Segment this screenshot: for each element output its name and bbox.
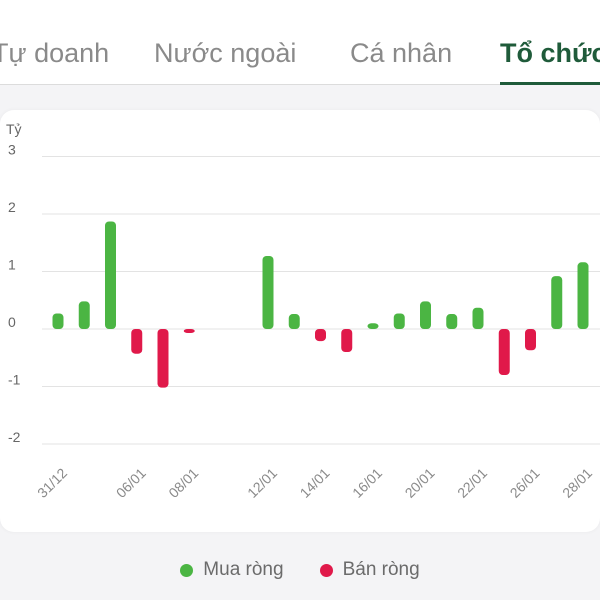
bar: [498, 329, 510, 375]
bar: [446, 314, 458, 329]
bar: [420, 301, 431, 329]
chart-legend: Mua ròng Bán ròng: [0, 555, 600, 585]
bar: [105, 221, 116, 329]
bar: [525, 329, 536, 351]
legend-item-ban-rong[interactable]: Bán ròng: [319, 559, 420, 581]
chart-card: Tỷ 3 2 1 0 -1 -2 31/12 06/01 08/01 12/01 14/01 16/01…: [0, 110, 600, 532]
legend-label: Bán ròng: [342, 559, 420, 580]
bar-chart: Tỷ 3 2 1 0 -1 -2 31/12 06/01 08/01 12/01 14/01 16/01…: [6, 121, 600, 501]
x-tick-label: 14/01: [297, 465, 333, 501]
bar: [183, 329, 195, 334]
bar: [157, 329, 169, 388]
tab-nuoc-ngoai[interactable]: Nước ngoài: [154, 38, 297, 68]
bar: [52, 313, 64, 329]
y-tick-label: 3: [8, 142, 16, 158]
y-axis-unit-label: Tỷ: [6, 121, 22, 137]
y-tick-label: 0: [8, 314, 16, 330]
tab-tu-doanh[interactable]: Tự doanh: [0, 38, 110, 68]
x-tick-label: 22/01: [454, 465, 490, 501]
legend-dot-icon: [319, 563, 333, 577]
x-tick-label: 28/01: [559, 465, 595, 501]
active-tab-indicator: [500, 82, 600, 85]
x-tick-label: 16/01: [349, 465, 385, 501]
x-tick-label: 31/12: [34, 465, 70, 501]
bar: [472, 307, 484, 329]
x-tick-label: 06/01: [113, 465, 149, 501]
legend-dot-icon: [180, 563, 194, 577]
x-tick-label: 08/01: [165, 465, 201, 501]
legend-label: Mua ròng: [203, 559, 284, 580]
bar: [262, 255, 274, 329]
bar: [341, 329, 353, 352]
bar: [288, 314, 300, 329]
tab-to-chuc[interactable]: Tổ chức: [500, 38, 600, 68]
bar: [551, 276, 563, 329]
tab-bar: Tự doanh Nước ngoài Cá nhân Tổ chức: [0, 0, 600, 85]
y-tick-label: -2: [8, 429, 21, 445]
bar: [131, 329, 143, 354]
x-tick-label: 26/01: [507, 465, 543, 501]
bar: [393, 313, 405, 329]
x-tick-label: 20/01: [402, 465, 438, 501]
bar: [78, 301, 90, 329]
bar: [315, 329, 326, 342]
legend-item-mua-rong[interactable]: Mua ròng: [180, 559, 284, 581]
bar: [577, 262, 589, 329]
x-tick-label: 12/01: [244, 465, 280, 501]
tab-ca-nhan[interactable]: Cá nhân: [350, 38, 453, 68]
y-tick-label: -1: [8, 372, 21, 388]
y-tick-label: 2: [8, 199, 16, 215]
bar: [367, 323, 379, 329]
y-tick-label: 1: [8, 257, 16, 273]
